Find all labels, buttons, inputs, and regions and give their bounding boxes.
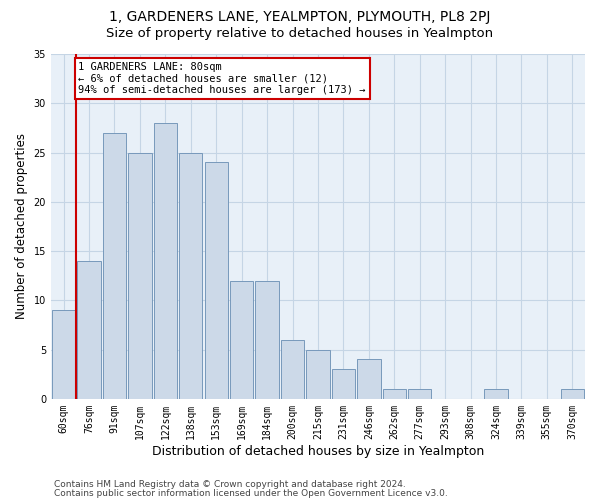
Bar (256, 280, 279, 399)
Bar (484, 389, 508, 399)
Text: Contains HM Land Registry data © Crown copyright and database right 2024.: Contains HM Land Registry data © Crown c… (54, 480, 406, 489)
Bar (103, 133, 126, 399)
Bar (560, 389, 584, 399)
Text: 1, GARDENERS LANE, YEALMPTON, PLYMOUTH, PL8 2PJ: 1, GARDENERS LANE, YEALMPTON, PLYMOUTH, … (109, 10, 491, 24)
Bar (52, 310, 76, 399)
Text: Size of property relative to detached houses in Yealmpton: Size of property relative to detached ho… (106, 28, 494, 40)
Bar (154, 123, 177, 399)
Bar (306, 350, 329, 399)
Bar (179, 152, 202, 399)
Y-axis label: Number of detached properties: Number of detached properties (15, 134, 28, 320)
Bar (205, 162, 228, 399)
Bar (408, 389, 431, 399)
Bar (128, 152, 152, 399)
Bar (281, 340, 304, 399)
Text: Contains public sector information licensed under the Open Government Licence v3: Contains public sector information licen… (54, 488, 448, 498)
Text: 1 GARDENERS LANE: 80sqm
← 6% of detached houses are smaller (12)
94% of semi-det: 1 GARDENERS LANE: 80sqm ← 6% of detached… (79, 62, 366, 95)
Bar (230, 280, 253, 399)
Bar (383, 389, 406, 399)
X-axis label: Distribution of detached houses by size in Yealmpton: Distribution of detached houses by size … (152, 444, 484, 458)
Bar (357, 360, 380, 399)
Bar (332, 370, 355, 399)
Bar (77, 261, 101, 399)
